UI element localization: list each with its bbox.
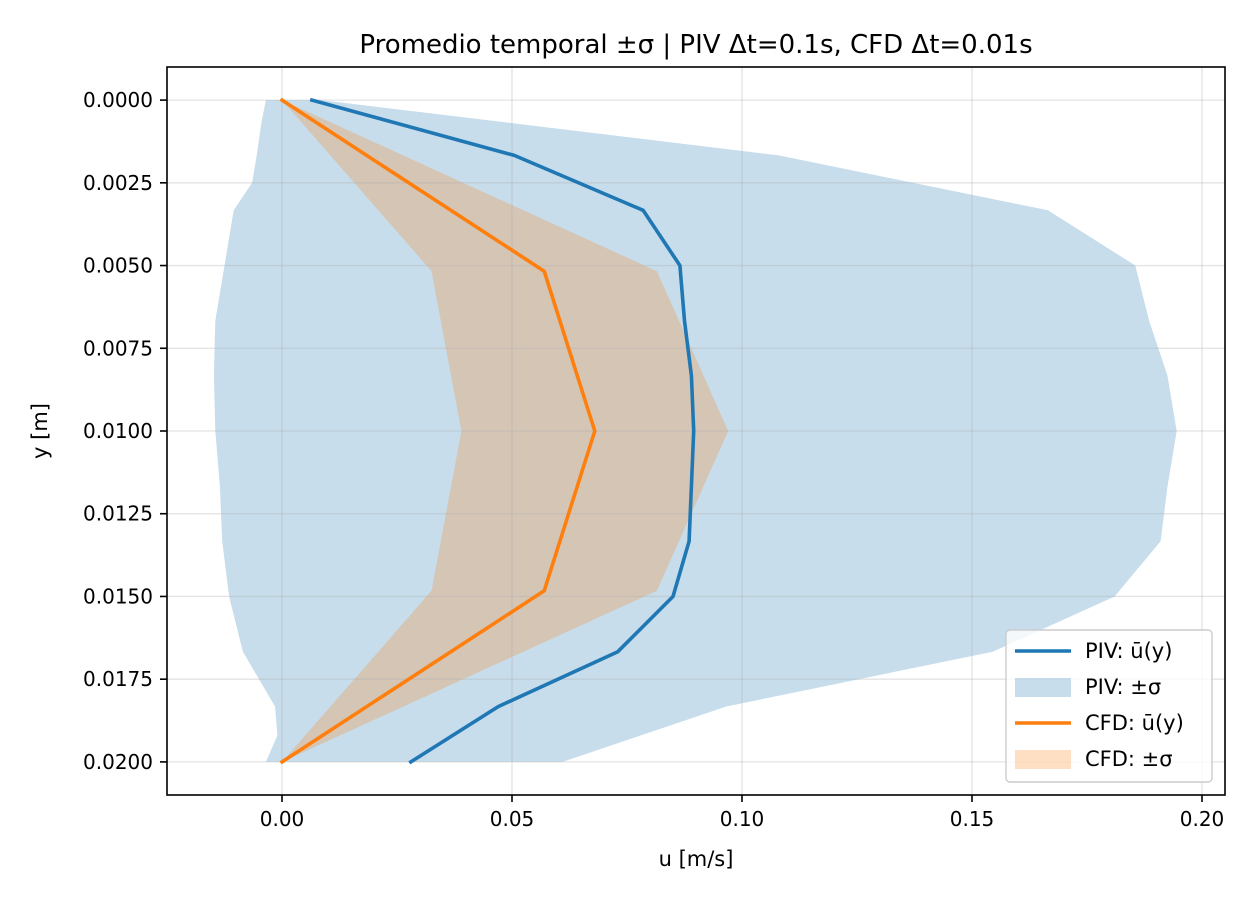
series-band-3 [282, 100, 729, 762]
y-tick-label-5: 0.0125 [83, 502, 153, 526]
y-tick-label-7: 0.0175 [83, 667, 153, 691]
y-tick-label-4: 0.0100 [83, 419, 153, 443]
x-tick-label-3: 0.15 [950, 807, 995, 831]
series-line-0 [309, 97, 696, 765]
x-tick-label-1: 0.05 [490, 807, 535, 831]
plot-area: 0.00 0.05 0.10 0.15 0.20 0.0000 0.0025 0.0050 0.… [83, 66, 1226, 831]
legend-label-2: CFD: ū(y) [1085, 711, 1184, 735]
x-tick-label-2: 0.10 [720, 807, 765, 831]
y-tick-label-3: 0.0075 [83, 336, 153, 360]
series-line-2 [279, 97, 597, 765]
y-tick-label-1: 0.0025 [83, 171, 153, 195]
legend-label-0: PIV: ū(y) [1085, 639, 1172, 663]
x-tick-label-4: 0.20 [1180, 807, 1225, 831]
legend-label-3: CFD: ±σ [1085, 747, 1173, 771]
x-tick-label-0: 0.00 [260, 807, 305, 831]
y-tick-label-8: 0.0200 [83, 750, 153, 774]
legend-swatch-1 [1015, 678, 1071, 697]
x-axis-label: u [m/s] [659, 847, 734, 871]
y-tick-label-2: 0.0050 [83, 254, 153, 278]
legend: PIV: ū(y) PIV: ±σ CFD: ū(y) CFD: ±σ [1005, 629, 1213, 783]
chart-title: Promedio temporal ±σ | PIV Δt=0.1s, CFD … [359, 30, 1032, 60]
legend-frame [1005, 629, 1213, 783]
legend-swatch-3 [1015, 750, 1071, 769]
y-tick-label-6: 0.0150 [83, 584, 153, 608]
y-tick-label-0: 0.0000 [83, 88, 153, 112]
legend-label-1: PIV: ±σ [1085, 675, 1161, 699]
y-axis-label: y [m] [28, 403, 52, 459]
